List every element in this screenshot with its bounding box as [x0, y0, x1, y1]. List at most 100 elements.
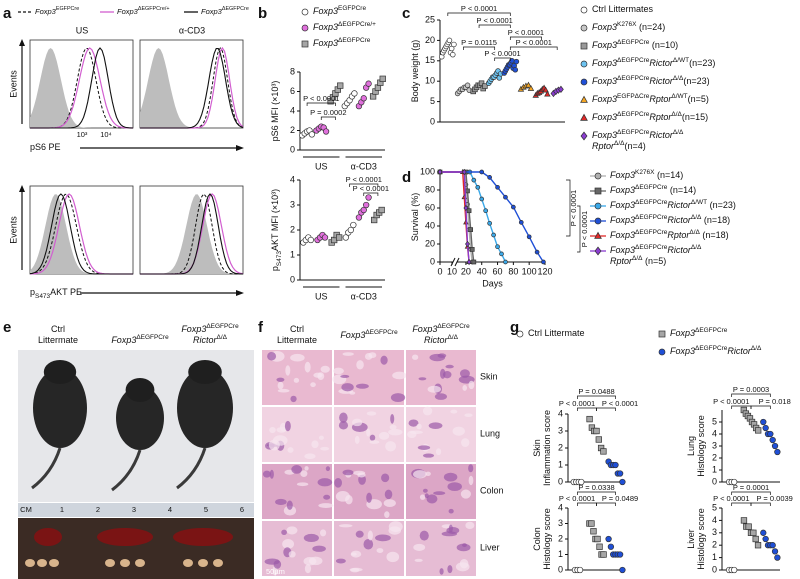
- tissue-detail: [300, 470, 308, 477]
- tissue-detail: [413, 470, 427, 479]
- panel-letter: d: [402, 169, 411, 186]
- text-part: ΔEGFPCre: [635, 199, 668, 206]
- tissue-detail: [424, 493, 429, 499]
- column-label: Littermate: [38, 335, 78, 345]
- column-header: α-CD3: [179, 25, 205, 35]
- tissue-detail: [450, 409, 458, 414]
- marker: [322, 128, 330, 135]
- p-value: P < 0.0001: [602, 399, 638, 408]
- tissue-detail: [455, 562, 470, 572]
- marker: [607, 543, 615, 550]
- marker: [301, 40, 309, 48]
- marker: [605, 535, 612, 543]
- text-part: Rptor: [610, 256, 633, 266]
- histogram-curve: [140, 48, 244, 129]
- x-tick-label: 10³: [77, 130, 88, 139]
- spleen: [173, 528, 233, 546]
- text-part: Rictor: [193, 335, 218, 345]
- tissue-detail: [369, 434, 376, 441]
- marker: [580, 78, 588, 86]
- text-part: AKT PE: [50, 287, 82, 297]
- y-tick-label: 25: [425, 14, 435, 24]
- tissue-detail: [352, 470, 366, 476]
- text-part: Δ/Δ: [689, 229, 700, 236]
- text-part: Rictor: [649, 58, 674, 68]
- p-value: P = 0.0002: [310, 108, 346, 117]
- marker: [487, 220, 492, 226]
- y-tick-label: 15: [425, 55, 435, 65]
- marker: [595, 436, 602, 443]
- tissue-detail: [468, 380, 475, 390]
- legend-label: RptorΔ/Δ (n=5): [610, 255, 666, 266]
- y-tick-label: 1: [712, 464, 717, 474]
- ruler-label: CM: [20, 505, 32, 514]
- significance-bracket: [447, 12, 511, 16]
- marker: [513, 58, 520, 65]
- marker: [526, 234, 532, 240]
- tissue-detail: [448, 524, 453, 533]
- tissue-detail: [319, 529, 327, 537]
- marker: [731, 566, 738, 574]
- y-tick-label: 60: [425, 202, 435, 212]
- lymph-node: [49, 559, 59, 567]
- tissue-detail: [448, 508, 454, 514]
- mouse-tail: [111, 449, 142, 492]
- spleen: [97, 528, 153, 546]
- tissue-detail: [262, 470, 271, 478]
- p-value: P < 0.0001: [569, 190, 578, 226]
- text-part: ΔEGFPCre: [206, 323, 239, 330]
- tissue-detail: [447, 565, 453, 574]
- marker: [518, 220, 524, 225]
- marker: [450, 51, 456, 58]
- marker: [767, 430, 774, 438]
- text-part: Foxp3: [592, 130, 617, 140]
- marker: [588, 520, 595, 527]
- marker: [616, 470, 624, 477]
- p-value: P < 0.0001: [559, 399, 595, 408]
- text-part: Littermate: [38, 335, 78, 345]
- marker: [580, 95, 588, 103]
- tissue-detail: [428, 422, 443, 430]
- tissue-detail: [341, 383, 354, 392]
- tissue-detail: [408, 419, 419, 427]
- y-tick-label: 4: [712, 515, 717, 525]
- marker: [558, 85, 564, 94]
- text-part: ΔEGFPCre: [136, 334, 169, 341]
- text-part: Foxp3: [340, 330, 365, 340]
- text-part: Δ/WT: [691, 199, 707, 206]
- text-part: (n=4): [624, 141, 645, 151]
- significance-bracket: [577, 395, 616, 399]
- marker: [446, 37, 453, 44]
- text-part: ΔEGFPCre: [617, 39, 650, 46]
- tissue-detail: [311, 440, 319, 449]
- histogram-curve: [140, 193, 244, 275]
- legend-label: Foxp3ΔEGFPCreRictorΔ/Δ: [670, 345, 762, 356]
- x-tick-label: 40: [477, 266, 487, 276]
- tissue-detail: [407, 430, 417, 439]
- y-tick-label: 2: [712, 540, 717, 550]
- y-tick-label: 0: [712, 564, 717, 574]
- x-tick-label: US: [315, 161, 328, 171]
- text-part: AKT MFI (×10³): [270, 189, 280, 251]
- text-part: Liver: [686, 529, 696, 549]
- text-part: Foxp3: [592, 76, 617, 86]
- tissue-detail: [342, 469, 354, 476]
- text-part: EGFPCre: [56, 6, 79, 12]
- x-axis-label: pS473AKT PE: [30, 287, 82, 300]
- histology-image: [262, 407, 332, 462]
- p-value: P < 0.0001: [461, 4, 497, 13]
- tissue-detail: [351, 552, 357, 556]
- y-tick-label: 3: [558, 425, 563, 435]
- column-label: Ctrl: [51, 324, 65, 334]
- legend-label: Foxp3K276X (n=24): [592, 21, 665, 32]
- marker: [499, 251, 504, 257]
- marker: [774, 448, 781, 456]
- marker: [771, 548, 779, 555]
- marker: [350, 221, 357, 229]
- significance-bracket: [577, 491, 616, 495]
- tissue-detail: [340, 374, 350, 379]
- legend-label: RptorΔ/Δ(n=4): [592, 140, 646, 151]
- histogram-curve: [29, 193, 133, 275]
- x-tick-label: α-CD3: [351, 161, 377, 171]
